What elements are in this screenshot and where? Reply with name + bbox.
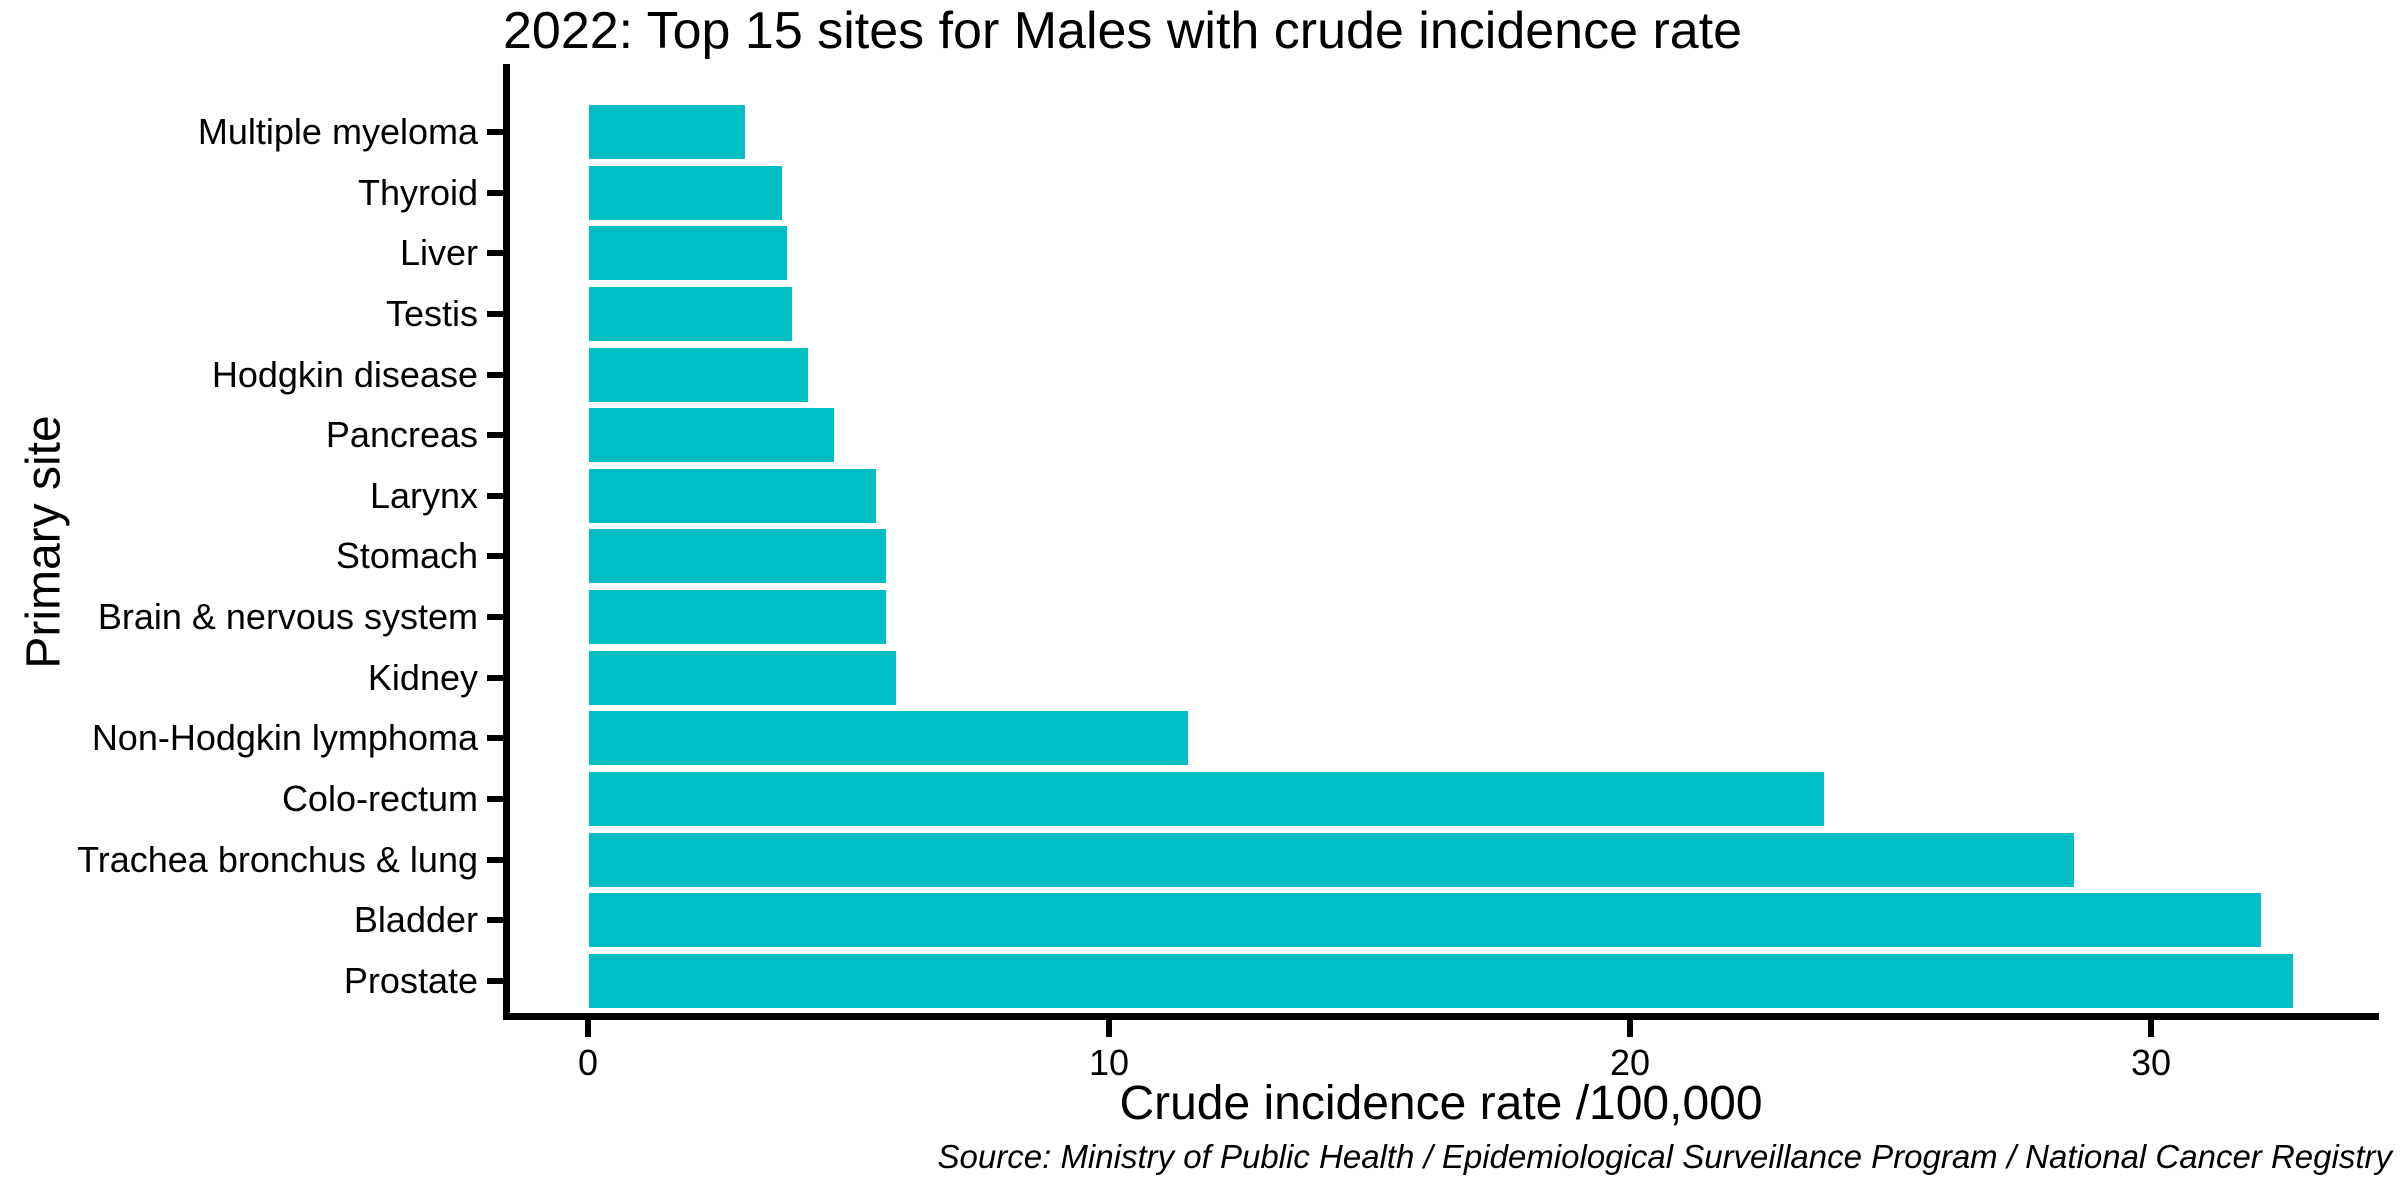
y-tick-mark <box>487 189 503 196</box>
bar-multiple-myeloma <box>589 105 746 159</box>
x-tick-label: 20 <box>1609 1042 1651 1083</box>
bar-prostate <box>589 953 2293 1008</box>
y-tick-label-thyroid: Thyroid <box>357 171 478 213</box>
y-tick-mark <box>487 371 503 378</box>
y-tick-mark <box>487 856 503 863</box>
y-tick-label-brain-nervous-system: Brain & nervous system <box>97 596 478 638</box>
y-tick-mark <box>487 674 503 681</box>
y-tick-label-non-hodgkin-lymphoma: Non-Hodgkin lymphoma <box>91 717 478 759</box>
y-tick-label-kidney: Kidney <box>367 656 478 698</box>
x-tick-label: 0 <box>577 1042 599 1083</box>
y-tick-mark <box>487 250 503 257</box>
bar-kidney <box>589 650 897 705</box>
y-tick-label-liver: Liver <box>399 232 478 274</box>
chart-title: 2022: Top 15 sites for Males with crude … <box>503 2 1743 60</box>
y-tick-label-bladder: Bladder <box>353 899 478 941</box>
bar-colo-rectum <box>589 772 1824 827</box>
x-axis-line <box>503 1013 2379 1020</box>
y-tick-mark <box>487 977 503 984</box>
y-tick-label-colo-rectum: Colo-rectum <box>281 778 478 820</box>
y-tick-mark <box>487 310 503 317</box>
bar-thyroid <box>589 165 782 220</box>
x-tick-mark <box>2148 1020 2154 1037</box>
y-tick-mark <box>487 129 503 135</box>
y-tick-mark <box>487 492 503 499</box>
bar-trachea-bronchus-lung <box>589 832 2074 887</box>
bar-larynx <box>589 468 876 523</box>
bar-brain-nervous-system <box>589 590 886 645</box>
y-tick-mark <box>487 553 503 560</box>
y-tick-label-stomach: Stomach <box>335 535 478 577</box>
y-tick-label-trachea-bronchus-lung: Trachea bronchus & lung <box>77 838 478 880</box>
y-tick-mark <box>487 735 503 742</box>
bar-liver <box>589 226 787 281</box>
y-tick-label-testis: Testis <box>385 292 478 334</box>
y-axis-line <box>503 64 510 1020</box>
x-tick-label: 30 <box>2130 1042 2172 1083</box>
y-tick-label-pancreas: Pancreas <box>325 414 478 456</box>
x-tick-mark <box>1627 1020 1633 1037</box>
bar-testis <box>589 286 793 341</box>
y-tick-label-multiple-myeloma: Multiple myeloma <box>197 111 478 152</box>
y-tick-label-prostate: Prostate <box>343 959 478 1001</box>
bar-hodgkin-disease <box>589 347 808 402</box>
y-tick-mark <box>487 432 503 439</box>
x-tick-label: 10 <box>1088 1042 1130 1083</box>
y-tick-mark <box>487 796 503 803</box>
x-tick-mark <box>585 1020 591 1037</box>
x-axis-title: Crude incidence rate /100,000 <box>1119 1077 1763 1130</box>
bar-stomach <box>589 529 886 584</box>
y-tick-label-larynx: Larynx <box>369 474 478 516</box>
bar-bladder <box>589 893 2262 948</box>
x-tick-mark <box>1106 1020 1112 1037</box>
bar-pancreas <box>589 408 834 463</box>
bar-non-hodgkin-lymphoma <box>589 711 1189 766</box>
y-tick-label-hodgkin-disease: Hodgkin disease <box>211 353 478 395</box>
y-tick-mark <box>487 917 503 924</box>
source-note: Source: Ministry of Public Health / Epid… <box>937 1138 2392 1175</box>
y-tick-mark <box>487 614 503 621</box>
